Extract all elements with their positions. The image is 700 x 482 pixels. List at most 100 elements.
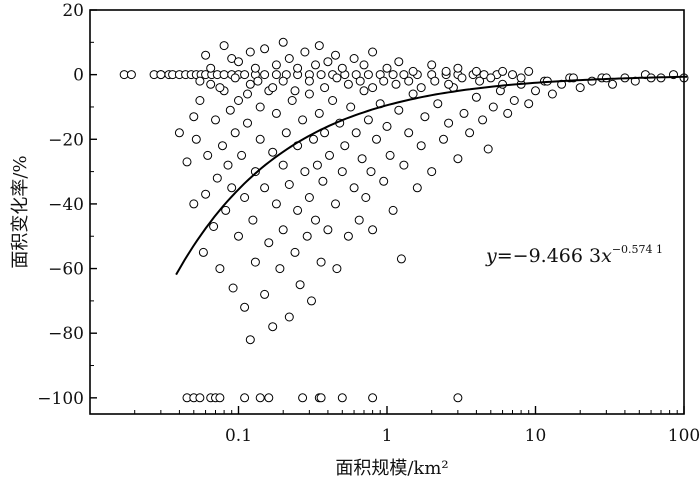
data-point <box>316 393 326 403</box>
data-point <box>309 134 318 144</box>
data-point <box>328 96 338 105</box>
data-point <box>316 70 326 80</box>
data-point <box>433 99 443 109</box>
data-point <box>314 41 324 51</box>
data-point <box>298 393 308 403</box>
data-point <box>323 57 333 67</box>
eq-exponent: −0.574 1 <box>612 243 663 256</box>
data-point <box>219 70 229 80</box>
equation-box <box>476 228 674 288</box>
data-point <box>195 393 205 403</box>
data-point <box>416 141 426 151</box>
data-point <box>453 154 463 164</box>
data-point <box>304 193 314 202</box>
data-point <box>302 231 312 241</box>
data-point <box>221 205 231 215</box>
data-point <box>498 66 508 76</box>
data-point <box>314 108 324 118</box>
data-point <box>195 76 205 86</box>
data-point <box>230 128 240 138</box>
data-point <box>240 393 250 403</box>
x-axis-title: 面积规模/km² <box>335 458 448 479</box>
data-point <box>444 118 454 128</box>
data-point <box>363 70 373 80</box>
data-point <box>250 257 260 267</box>
y-axis: 20 0 −20 −40 −60 −80 −100 <box>37 1 97 409</box>
data-point <box>227 183 237 193</box>
data-point <box>388 205 398 215</box>
data-point <box>368 393 378 403</box>
data-point <box>203 150 213 160</box>
data-point <box>300 167 310 177</box>
data-point <box>361 193 371 202</box>
data-point <box>404 76 414 86</box>
data-point <box>243 89 252 99</box>
data-point <box>245 79 255 89</box>
data-point <box>174 128 184 138</box>
data-point <box>156 70 166 80</box>
data-point <box>234 231 243 241</box>
y-tick-label: −100 <box>37 389 84 409</box>
data-point <box>349 183 359 193</box>
data-point <box>486 73 496 83</box>
data-point <box>508 70 517 80</box>
data-point <box>453 63 463 73</box>
x-tick-label: 0.1 <box>225 426 252 446</box>
data-point <box>253 76 263 86</box>
data-point <box>284 54 294 63</box>
data-point <box>354 215 364 225</box>
data-point <box>215 264 225 274</box>
data-point <box>225 105 235 115</box>
data-point <box>271 108 281 118</box>
data-point <box>260 183 270 193</box>
data-point <box>182 157 192 167</box>
data-point <box>290 247 300 257</box>
data-point <box>209 222 219 231</box>
data-point <box>191 134 201 144</box>
x-tick-label: 10 <box>525 426 547 446</box>
data-point <box>215 83 225 93</box>
data-point <box>404 128 414 138</box>
y-tick-label: −60 <box>48 260 84 280</box>
data-point <box>287 96 297 105</box>
data-point <box>346 102 356 112</box>
data-point <box>331 199 340 209</box>
data-point <box>343 79 353 89</box>
data-point <box>311 60 320 70</box>
data-point <box>311 215 320 225</box>
data-points <box>119 37 689 403</box>
data-point <box>368 225 378 235</box>
data-point <box>453 393 463 403</box>
data-point <box>264 393 274 403</box>
data-point <box>284 180 294 189</box>
data-point <box>359 86 369 96</box>
data-point <box>243 118 252 128</box>
data-point <box>312 160 322 170</box>
data-point <box>471 92 481 102</box>
data-point <box>206 63 216 73</box>
y-tick-label: −20 <box>48 130 84 150</box>
data-point <box>195 96 205 105</box>
data-point <box>240 302 250 312</box>
data-point <box>250 167 260 177</box>
data-point <box>394 57 404 67</box>
data-point <box>189 112 199 122</box>
data-point <box>281 128 291 138</box>
data-point <box>240 193 250 202</box>
data-point <box>399 160 409 170</box>
data-point <box>237 150 247 160</box>
data-point <box>372 134 381 144</box>
data-point <box>503 108 513 118</box>
data-point <box>366 167 376 177</box>
x-axis: 0.1 1 10 100 <box>134 406 700 446</box>
data-point <box>408 89 418 99</box>
data-point <box>547 89 557 99</box>
data-point <box>255 393 265 403</box>
data-point <box>385 150 395 160</box>
data-point <box>295 280 305 290</box>
data-point <box>255 102 265 112</box>
data-point <box>608 79 617 89</box>
data-point <box>332 264 342 274</box>
data-point <box>260 70 270 80</box>
